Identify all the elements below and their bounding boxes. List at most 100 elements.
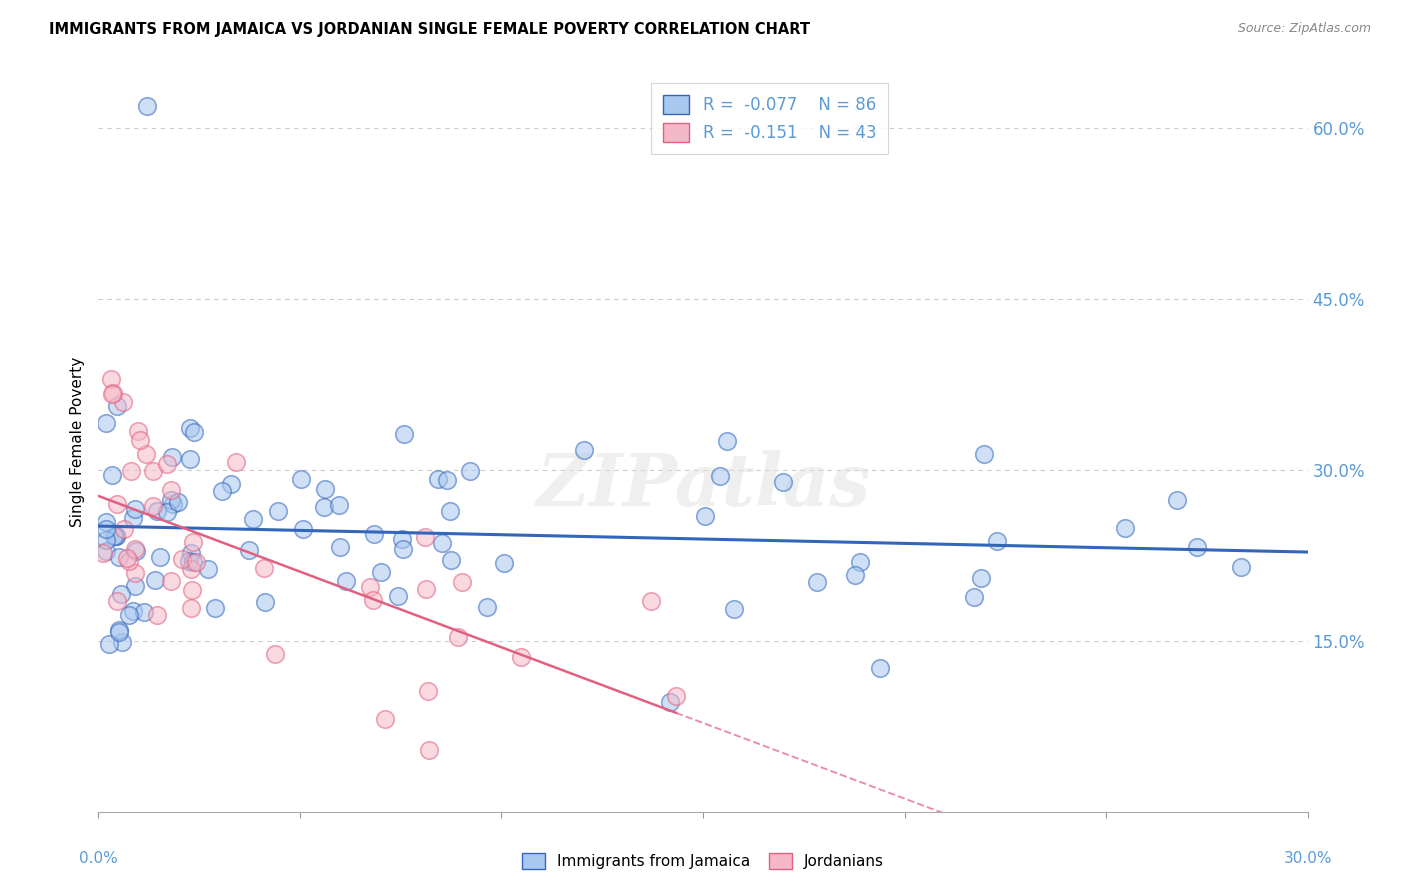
Point	[1114, 521, 1136, 535]
Point	[100, 372, 122, 386]
Point	[709, 469, 731, 483]
Point	[986, 533, 1008, 548]
Point	[361, 592, 384, 607]
Point	[96, 533, 118, 547]
Point	[335, 574, 357, 588]
Text: Source: ZipAtlas.com: Source: ZipAtlas.com	[1237, 22, 1371, 36]
Point	[219, 477, 242, 491]
Point	[172, 552, 194, 566]
Point	[869, 661, 891, 675]
Point	[145, 607, 167, 622]
Point	[96, 543, 118, 558]
Text: ZIPatlas: ZIPatlas	[536, 450, 870, 522]
Point	[167, 495, 190, 509]
Point	[665, 690, 688, 704]
Point	[181, 582, 204, 597]
Point	[374, 712, 396, 726]
Point	[115, 551, 138, 566]
Point	[328, 499, 350, 513]
Point	[91, 546, 114, 560]
Point	[416, 684, 439, 698]
Point	[96, 522, 118, 536]
Point	[124, 542, 146, 557]
Point	[127, 424, 149, 438]
Point	[392, 426, 415, 441]
Point	[105, 594, 128, 608]
Point	[183, 425, 205, 439]
Point	[963, 590, 986, 604]
Point	[179, 421, 201, 435]
Point	[387, 589, 409, 603]
Point	[124, 579, 146, 593]
Point	[181, 535, 204, 549]
Point	[312, 500, 335, 514]
Point	[413, 530, 436, 544]
Point	[264, 647, 287, 661]
Point	[120, 464, 142, 478]
Point	[104, 529, 127, 543]
Point	[100, 468, 122, 483]
Point	[96, 416, 118, 430]
Point	[111, 394, 134, 409]
Point	[180, 546, 202, 560]
Point	[418, 742, 440, 756]
Point	[124, 502, 146, 516]
Point	[184, 555, 207, 569]
Point	[460, 464, 482, 478]
Legend: Immigrants from Jamaica, Jordanians: Immigrants from Jamaica, Jordanians	[516, 847, 890, 875]
Point	[142, 499, 165, 513]
Point	[135, 98, 157, 112]
Point	[134, 605, 156, 619]
Point	[179, 452, 201, 467]
Point	[122, 511, 145, 525]
Point	[211, 483, 233, 498]
Point	[204, 600, 226, 615]
Point	[1166, 493, 1188, 508]
Point	[159, 574, 181, 588]
Point	[291, 522, 314, 536]
Point	[475, 600, 498, 615]
Point	[440, 553, 463, 567]
Text: 0.0%: 0.0%	[79, 851, 118, 865]
Point	[290, 472, 312, 486]
Point	[97, 637, 120, 651]
Text: IMMIGRANTS FROM JAMAICA VS JORDANIAN SINGLE FEMALE POVERTY CORRELATION CHART: IMMIGRANTS FROM JAMAICA VS JORDANIAN SIN…	[49, 22, 810, 37]
Text: 30.0%: 30.0%	[1284, 851, 1331, 865]
Point	[108, 625, 131, 640]
Point	[1230, 560, 1253, 574]
Point	[970, 571, 993, 585]
Point	[267, 504, 290, 518]
Point	[105, 399, 128, 413]
Point	[693, 508, 716, 523]
Point	[162, 497, 184, 511]
Point	[574, 443, 596, 458]
Point	[848, 555, 870, 569]
Point	[659, 694, 682, 708]
Point	[142, 464, 165, 478]
Point	[363, 526, 385, 541]
Point	[253, 560, 276, 574]
Point	[103, 529, 125, 543]
Point	[110, 587, 132, 601]
Point	[197, 562, 219, 576]
Point	[640, 594, 662, 608]
Point	[129, 433, 152, 447]
Point	[314, 483, 336, 497]
Point	[844, 568, 866, 582]
Point	[107, 623, 129, 637]
Point	[135, 447, 157, 461]
Point	[359, 580, 381, 594]
Point	[96, 516, 118, 530]
Point	[180, 601, 202, 615]
Point	[391, 532, 413, 546]
Point	[160, 492, 183, 507]
Point	[242, 512, 264, 526]
Point	[973, 447, 995, 461]
Point	[1185, 540, 1208, 554]
Point	[104, 529, 127, 543]
Point	[124, 566, 146, 580]
Point	[149, 550, 172, 565]
Point	[117, 607, 139, 622]
Point	[436, 473, 458, 487]
Point	[806, 574, 828, 589]
